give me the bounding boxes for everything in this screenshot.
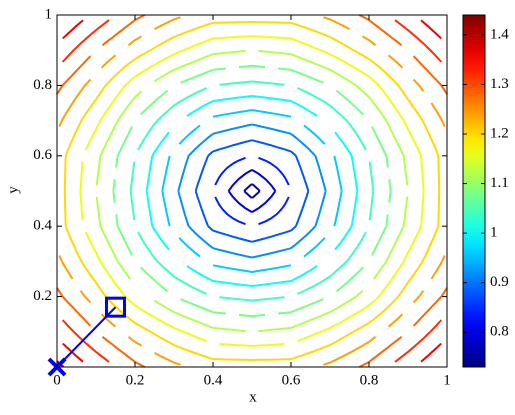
colorbar-tick-label: 1.1	[490, 175, 509, 191]
contour-line	[56, 14, 448, 368]
contour-line	[194, 139, 310, 243]
y-tick-label: 0.6	[33, 147, 52, 163]
x-tick-label: 0.8	[360, 372, 379, 388]
x-tick-label: 0.2	[126, 372, 145, 388]
contour-line	[161, 109, 343, 273]
colorbar-tick-label: 1.3	[490, 76, 509, 92]
contour-line	[62, 19, 442, 363]
x-tick-label: 0.6	[282, 372, 301, 388]
x-tick-label: 0	[53, 372, 61, 388]
x-axis-label: x	[249, 389, 257, 405]
colorbar-tick-label: 0.9	[490, 274, 509, 290]
y-tick-label: 0.4	[33, 218, 52, 234]
plot-frame	[56, 14, 448, 368]
contour-line	[58, 16, 446, 366]
colorbar-tick-label: 1	[490, 225, 498, 241]
colorbar-tick-label: 1.4	[490, 26, 509, 42]
contour-line	[243, 183, 261, 199]
y-axis-label: y	[5, 186, 21, 194]
x-tick-label: 1	[443, 372, 451, 388]
colorbar-tick-label: 1.2	[490, 125, 509, 141]
contour-line	[112, 64, 392, 318]
contour-line	[214, 156, 290, 226]
contour-line	[79, 35, 425, 347]
contour-line	[95, 49, 409, 333]
x-tick-label: 0.4	[204, 372, 223, 388]
y-tick-label: 1	[45, 6, 53, 22]
colorbar-tick-label: 0.8	[490, 324, 509, 340]
y-tick-label: 0.8	[33, 77, 52, 93]
contour-line	[61, 19, 443, 363]
contour-line	[177, 123, 327, 259]
contour-line	[56, 360, 65, 368]
y-tick-label: 0.2	[33, 288, 52, 304]
end-marker	[105, 296, 126, 318]
contour-line	[129, 80, 375, 302]
contour-line	[145, 95, 359, 287]
colorbar	[462, 14, 486, 368]
contour-line	[63, 21, 441, 361]
contour-line	[227, 169, 277, 213]
